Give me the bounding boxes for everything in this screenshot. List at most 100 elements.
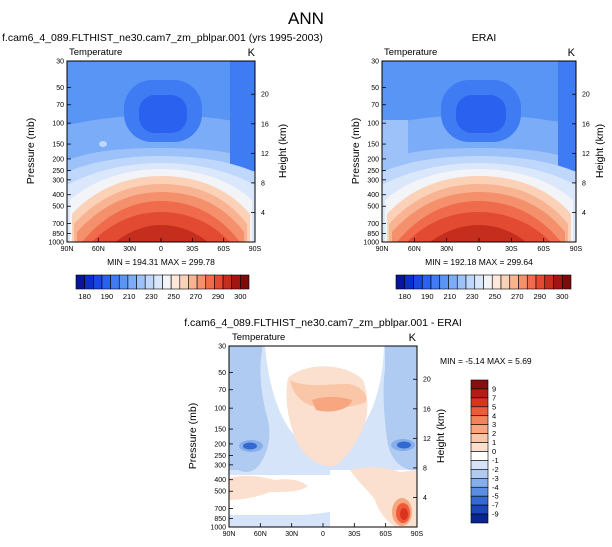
x-tick-label: 60S — [217, 246, 230, 253]
y2-axis-label: Height (km) — [435, 409, 447, 463]
right-string: K — [568, 47, 576, 59]
y-tick-label: 850 — [214, 516, 226, 523]
colorbar-swatch — [470, 513, 489, 524]
x-tick-label: 30S — [348, 531, 361, 538]
x-tick-label: 90N — [223, 531, 236, 538]
colorbar-swatch — [470, 406, 489, 417]
x-tick-label: 60N — [408, 246, 421, 253]
colorbar-label: 7 — [492, 393, 496, 402]
panel-title: f.cam6_4_089.FLTHIST_ne30.cam7_zm_pblpar… — [2, 32, 323, 44]
x-tick-label: 0 — [477, 246, 481, 253]
colorbar-label: 1 — [492, 438, 496, 447]
colorbar-label: 190 — [421, 292, 434, 301]
page-title: ANN — [288, 9, 324, 28]
colorbar-swatch — [535, 274, 546, 290]
colorbar-label: -5 — [492, 492, 499, 501]
colorbar-label: 230 — [466, 292, 479, 301]
colorbar-swatch — [470, 442, 489, 452]
y2-tick-label: 20 — [261, 92, 269, 99]
y-tick-label: 150 — [367, 142, 379, 149]
x-tick-label: 60S — [379, 531, 392, 538]
colorbar-label: -1 — [492, 456, 499, 465]
colorbar-swatch — [509, 274, 519, 290]
colorbar-swatch — [470, 424, 489, 434]
colorbar-swatch — [470, 486, 489, 497]
y2-tick-label: 20 — [582, 92, 590, 99]
y-tick-label: 1000 — [363, 240, 379, 247]
colorbar-label: 230 — [145, 292, 158, 301]
colorbar-swatch — [127, 274, 137, 290]
x-tick-label: 90N — [61, 246, 74, 253]
y-axis-label: Pressure (mb) — [350, 118, 362, 185]
colorbar-swatch — [439, 274, 449, 290]
colorbar-swatch — [413, 274, 423, 290]
y2-tick-label: 4 — [582, 210, 586, 217]
y-tick-label: 400 — [214, 477, 226, 484]
colorbar-label: 9 — [492, 384, 496, 393]
y-tick-label: 250 — [52, 168, 64, 175]
y2-tick-label: 12 — [423, 436, 431, 443]
colorbar-label: 210 — [443, 292, 456, 301]
colorbar-swatch — [500, 274, 511, 290]
colorbar-label: 210 — [123, 292, 136, 301]
y-tick-label: 200 — [52, 156, 64, 163]
y2-tick-label: 12 — [582, 151, 590, 158]
colorbar-swatch — [404, 274, 414, 290]
y-tick-label: 200 — [367, 156, 379, 163]
y-tick-label: 700 — [214, 506, 226, 513]
colorbar-label: 2 — [492, 429, 496, 438]
y2-tick-label: 8 — [582, 180, 586, 187]
x-tick-label: 30S — [186, 246, 199, 253]
colorbar-swatch — [470, 495, 489, 506]
panel-difference: f.cam6_4_089.FLTHIST_ne30.cam7_zm_pblpar… — [184, 317, 532, 538]
y-tick-label: 100 — [214, 406, 226, 413]
colorbar-swatch — [222, 274, 233, 290]
x-tick-label: 90S — [570, 246, 583, 253]
y-tick-label: 70 — [56, 102, 64, 109]
colorbar-swatch — [153, 274, 163, 290]
colorbar-label: 290 — [212, 292, 225, 301]
y-tick-label: 500 — [214, 489, 226, 496]
colorbar-label: -3 — [492, 474, 499, 483]
colorbar-label: 250 — [167, 292, 180, 301]
colorbar-swatch — [491, 274, 502, 290]
colorbar-swatch — [518, 274, 528, 290]
colorbar-swatch — [470, 388, 489, 399]
colorbar-swatch — [170, 274, 181, 290]
y-tick-label: 250 — [367, 168, 379, 175]
y2-tick-label: 16 — [261, 121, 269, 128]
x-tick-label: 60N — [254, 531, 267, 538]
right-string: K — [248, 47, 256, 59]
colorbar-swatch — [75, 274, 85, 290]
colorbar: 180 190 210 230 250 270 290 300 — [395, 274, 572, 301]
x-tick-label: 30S — [505, 246, 518, 253]
y-tick-label: 700 — [52, 221, 64, 228]
x-tick-label: 60S — [537, 246, 550, 253]
colorbar-label: 3 — [492, 420, 496, 429]
colorbar-label: 270 — [190, 292, 203, 301]
colorbar-label: 180 — [398, 292, 411, 301]
panel-title: f.cam6_4_089.FLTHIST_ne30.cam7_zm_pblpar… — [184, 317, 462, 329]
colorbar-swatch — [179, 274, 189, 290]
x-tick-label: 0 — [321, 531, 325, 538]
y-tick-label: 500 — [52, 204, 64, 211]
colorbar-label: -4 — [492, 483, 499, 492]
colorbar-swatch — [188, 274, 198, 290]
colorbar-swatch — [470, 451, 489, 461]
colorbar-swatch — [483, 274, 493, 290]
colorbar-swatch — [561, 274, 572, 290]
colorbar-swatch — [214, 274, 224, 290]
y-tick-label: 30 — [371, 59, 379, 66]
x-tick-label: 0 — [159, 246, 163, 253]
colorbar-label: 5 — [492, 402, 496, 411]
colorbar-label: 290 — [533, 292, 546, 301]
x-tick-label: 30N — [440, 246, 453, 253]
left-string: Temperature — [384, 47, 437, 58]
x-tick-label: 90S — [411, 531, 424, 538]
colorbar-swatch — [240, 274, 250, 290]
x-tick-label: 90S — [249, 246, 262, 253]
colorbar-swatch — [474, 274, 484, 290]
colorbar-swatch — [448, 274, 458, 290]
